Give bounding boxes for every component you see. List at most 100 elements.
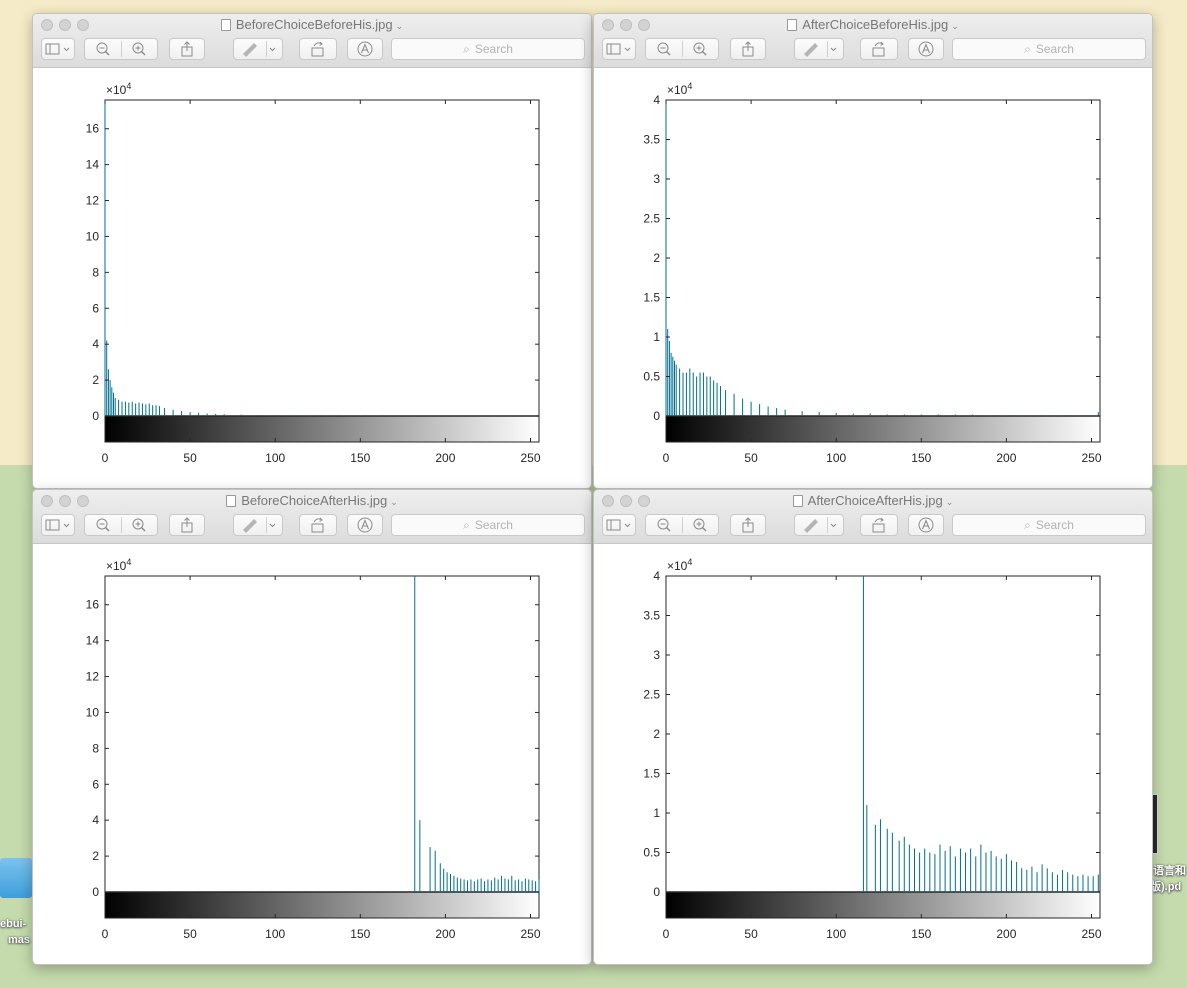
chevron-down-icon: ⌄ — [951, 21, 959, 31]
markup-pen-icon — [804, 43, 837, 57]
y-tick-label: 3 — [653, 172, 660, 186]
window-title[interactable]: AfterChoiceAfterHis.jpg ⌄ — [594, 493, 1152, 509]
y-tick-label: 0 — [653, 409, 660, 423]
axes-box — [665, 99, 1101, 443]
window-title[interactable]: BeforeChoiceBeforeHis.jpg ⌄ — [33, 17, 591, 33]
desktop-file-right[interactable]: 语言和 版).pd — [1150, 790, 1187, 900]
toolbar: ⌕ Search — [33, 514, 591, 538]
share-button[interactable] — [169, 38, 205, 60]
y-tick-label: 2 — [653, 727, 660, 741]
toolbar: ⌕ Search — [594, 38, 1152, 62]
rotate-button[interactable] — [860, 514, 898, 536]
close-window-icon[interactable] — [41, 495, 53, 507]
zoom-out-icon[interactable] — [96, 42, 110, 56]
markup-segmented-control[interactable] — [233, 514, 283, 536]
share-button[interactable] — [169, 514, 205, 536]
segment-divider — [121, 517, 122, 533]
rotate-button[interactable] — [299, 38, 337, 60]
window-title-text: AfterChoiceAfterHis.jpg — [807, 493, 943, 508]
annotate-button[interactable] — [347, 514, 383, 536]
chevron-down-icon: ⌄ — [945, 497, 954, 507]
window-title[interactable]: BeforeChoiceAfterHis.jpg ⌄ — [33, 493, 591, 509]
segment-divider — [266, 41, 267, 57]
search-input[interactable]: ⌕ Search — [952, 38, 1146, 60]
y-tick-label: 4 — [92, 337, 99, 351]
y-tick-label: 3.5 — [643, 133, 660, 147]
title-bar[interactable]: BeforeChoiceAfterHis.jpg ⌄ — [33, 490, 591, 544]
x-tick-label: 250 — [1081, 927, 1101, 941]
close-window-icon[interactable] — [602, 19, 614, 31]
sidebar-view-button[interactable] — [41, 38, 75, 60]
x-tick-label: 100 — [265, 451, 285, 465]
segment-divider — [682, 517, 683, 533]
preview-window-after-choice-before-his[interactable]: AfterChoiceBeforeHis.jpg ⌄ — [593, 13, 1153, 489]
search-input[interactable]: ⌕ Search — [391, 514, 585, 536]
sidebar-icon — [45, 43, 70, 55]
grayscale-colorbar — [666, 892, 1100, 918]
rotate-button[interactable] — [860, 38, 898, 60]
zoom-out-icon[interactable] — [657, 42, 671, 56]
toolbar: ⌕ Search — [594, 514, 1152, 538]
zoom-in-icon[interactable] — [693, 42, 707, 56]
annotate-icon — [918, 41, 934, 57]
annotate-button[interactable] — [908, 514, 944, 536]
close-window-icon[interactable] — [602, 495, 614, 507]
zoom-window-icon[interactable] — [77, 19, 89, 31]
y-tick-label: 8 — [92, 741, 99, 755]
minimize-window-icon[interactable] — [620, 19, 632, 31]
y-tick-label: 0 — [92, 409, 99, 423]
zoom-window-icon[interactable] — [638, 495, 650, 507]
title-bar[interactable]: AfterChoiceBeforeHis.jpg ⌄ — [594, 14, 1152, 68]
minimize-window-icon[interactable] — [620, 495, 632, 507]
chevron-down-icon: ⌄ — [395, 21, 404, 31]
zoom-in-icon[interactable] — [132, 42, 146, 56]
y-tick-label: 16 — [86, 122, 100, 136]
markup-segmented-control[interactable] — [233, 38, 283, 60]
markup-segmented-control[interactable] — [794, 514, 844, 536]
zoom-in-icon[interactable] — [132, 518, 146, 532]
title-bar[interactable]: BeforeChoiceBeforeHis.jpg ⌄ — [33, 14, 591, 68]
preview-window-before-choice-after-his[interactable]: BeforeChoiceAfterHis.jpg ⌄ — [32, 489, 592, 965]
rotate-button[interactable] — [299, 514, 337, 536]
x-tick-label: 0 — [102, 451, 109, 465]
x-tick-label: 150 — [911, 451, 931, 465]
y-tick-label: 14 — [86, 158, 100, 172]
zoom-icons — [657, 42, 707, 56]
x-tick-label: 100 — [265, 927, 285, 941]
sidebar-view-button[interactable] — [41, 514, 75, 536]
zoom-window-icon[interactable] — [638, 19, 650, 31]
folder-icon — [0, 858, 32, 898]
rotate-icon — [311, 517, 324, 533]
minimize-window-icon[interactable] — [59, 19, 71, 31]
close-window-icon[interactable] — [41, 19, 53, 31]
window-title[interactable]: AfterChoiceBeforeHis.jpg ⌄ — [594, 17, 1152, 33]
annotate-button[interactable] — [347, 38, 383, 60]
x-tick-label: 50 — [183, 927, 197, 941]
search-input[interactable]: ⌕ Search — [952, 514, 1146, 536]
window-controls — [602, 494, 656, 507]
annotate-button[interactable] — [908, 38, 944, 60]
share-button[interactable] — [730, 514, 766, 536]
y-tick-label: 2.5 — [643, 212, 660, 226]
desktop-file-left[interactable]: ebui- mas — [0, 852, 34, 952]
axes-box — [665, 575, 1101, 919]
zoom-in-icon[interactable] — [693, 518, 707, 532]
markup-segmented-control[interactable] — [794, 38, 844, 60]
preview-window-before-choice-before-his[interactable]: BeforeChoiceBeforeHis.jpg ⌄ — [32, 13, 592, 489]
y-tick-label: 8 — [92, 265, 99, 279]
zoom-window-icon[interactable] — [77, 495, 89, 507]
search-input[interactable]: ⌕ Search — [391, 38, 585, 60]
title-bar[interactable]: AfterChoiceAfterHis.jpg ⌄ — [594, 490, 1152, 544]
y-tick-label: 12 — [86, 194, 100, 208]
preview-window-after-choice-after-his[interactable]: AfterChoiceAfterHis.jpg ⌄ — [593, 489, 1153, 965]
y-tick-label: 3.5 — [643, 609, 660, 623]
share-button[interactable] — [730, 38, 766, 60]
y-tick-label: 1 — [653, 330, 660, 344]
sidebar-view-button[interactable] — [602, 514, 636, 536]
zoom-out-icon[interactable] — [96, 518, 110, 532]
y-tick-label: 2 — [653, 251, 660, 265]
zoom-out-icon[interactable] — [657, 518, 671, 532]
sidebar-view-button[interactable] — [602, 38, 636, 60]
x-tick-label: 50 — [744, 927, 758, 941]
minimize-window-icon[interactable] — [59, 495, 71, 507]
